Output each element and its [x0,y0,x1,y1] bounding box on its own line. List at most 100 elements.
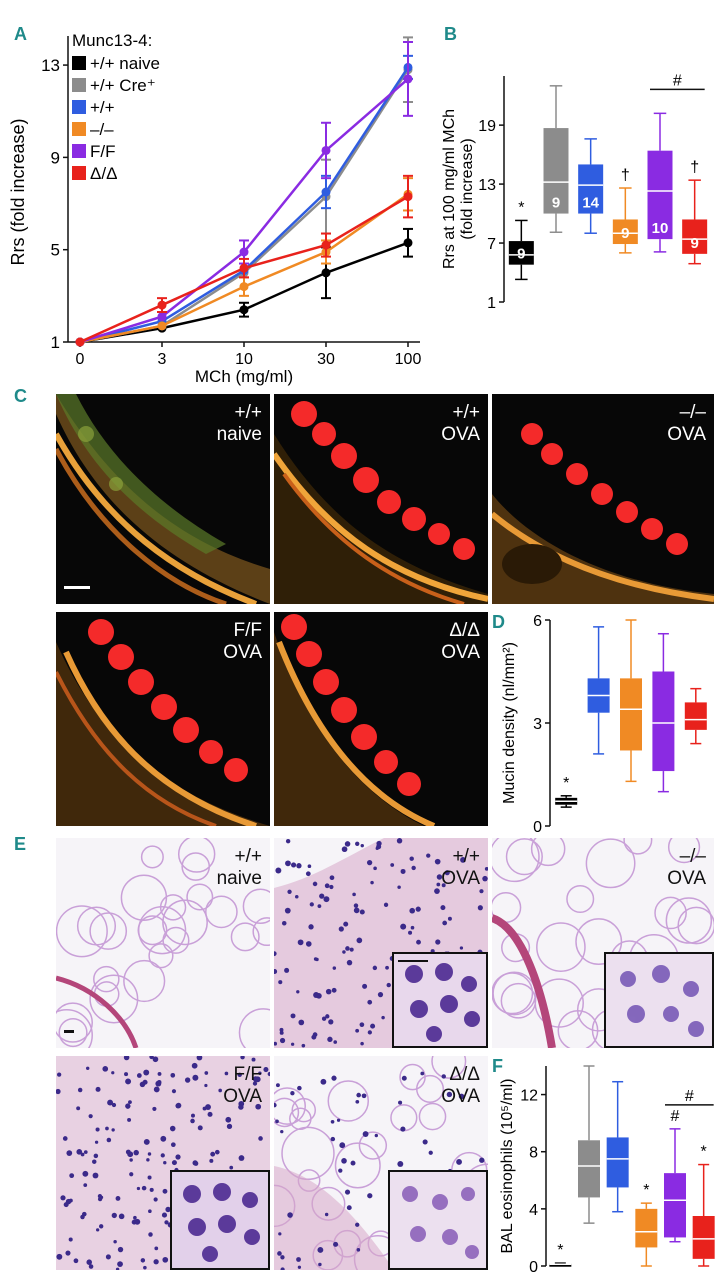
y-tick-label: 12 [520,1088,538,1105]
y-axis-label: Mucin density (nl/mm²) [501,642,518,804]
micrograph-label: +/+ naive [216,402,262,445]
x-tick-label: 0 [76,351,85,368]
box [508,241,534,265]
data-point [157,312,167,322]
data-point [403,238,413,248]
x-tick-label: 3 [158,351,167,368]
significance-mark: # [673,72,682,89]
series-line [79,66,410,344]
significance-mark: # [685,1088,694,1105]
box [664,1173,686,1238]
tissue-image [492,423,714,604]
legend-entry: +/+ Cre⁺ [90,76,156,95]
significance-mark: # [671,1108,680,1125]
y-axis-label: BAL eosinophils (10⁵/ml) [499,1078,516,1253]
micrograph-label: +/+ OVA [441,402,480,445]
x-tick-label: 10 [235,351,253,368]
micrograph-label: F/F OVA [223,620,262,663]
y-tick-label: 0 [533,819,542,836]
tissue-image [274,614,436,826]
chart-d-box-plot: 0 3 6 Mucin density (nl/mm²) * [501,613,707,836]
legend-swatch [72,78,86,92]
tissue-image [492,838,714,1048]
micrograph-c-3: –/– OVA [492,394,714,604]
tissue-image [274,401,488,604]
micrograph-inset [392,952,488,1048]
micrograph-label: Δ/Δ OVA [441,620,480,663]
chart-b-box-plot: 1 7 13 19 Rrs at 100 mg/ml MCh (fold increase… [441,72,708,312]
scale-bar [398,960,428,962]
scale-bar [64,586,90,589]
y-axis-label: Rrs at 100 mg/ml MCh [441,109,458,269]
legend-swatch [72,56,86,70]
micrograph-e-2: +/+ OVA [274,838,488,1048]
box [578,164,604,214]
micrograph-e-1: +/+ naive [56,838,270,1048]
legend-entry: –/– [90,120,114,139]
legend-entry: Δ/Δ [90,164,117,183]
x-axis-label: MCh (mg/ml) [195,367,293,386]
data-point [321,240,331,250]
data-point [239,305,249,315]
data-point [321,187,331,197]
y-tick-label: 7 [487,236,496,253]
data-point [239,247,249,257]
micrograph-inset [388,1170,488,1270]
significance-mark: † [690,159,699,176]
y-tick-label: 3 [533,716,542,733]
box [620,678,642,751]
legend-swatch [72,166,86,180]
micrograph-label: F/F OVA [223,1064,262,1107]
legend-swatch [72,122,86,136]
sample-size-label: 9 [690,235,698,252]
micrograph-e-5: Δ/Δ OVA [274,1056,488,1270]
significance-mark: * [557,1242,563,1259]
box [635,1208,658,1248]
data-point [157,321,167,331]
data-point [321,268,331,278]
legend: Munc13-4: +/+ naive +/+ Cre⁺ +/+ –/– F/F Δ/Δ [72,31,160,183]
data-point [239,282,249,292]
y-tick-label: 9 [51,148,60,167]
micrograph-c-2: +/+ OVA [274,394,488,604]
significance-mark: * [518,199,524,216]
x-tick-label: 100 [395,351,422,368]
y-tick-label: 4 [529,1202,538,1219]
box [684,702,707,730]
box [647,150,673,240]
sample-size-label: 9 [621,225,629,242]
tissue-image [56,619,270,826]
y-tick-label: 1 [487,295,496,312]
box [612,219,638,245]
y-axis-label: Rrs (fold increase) [8,118,28,265]
micrograph-c-5: Δ/Δ OVA [274,612,488,826]
box [692,1216,715,1259]
y-tick-label: 19 [478,118,496,135]
y-tick-label: 6 [533,613,542,630]
legend-title: Munc13-4: [72,31,152,50]
data-point [321,145,331,155]
tissue-image [56,838,270,1048]
significance-mark: * [563,775,569,792]
y-tick-label: 0 [529,1259,538,1276]
micrograph-e-3: –/– OVA [492,838,714,1048]
data-point [75,337,85,347]
y-tick-label: 13 [41,56,60,75]
sample-size-label: 14 [582,195,599,212]
data-point [157,300,167,310]
legend-entry: +/+ naive [90,54,160,73]
box [543,128,569,214]
sample-size-label: 9 [552,195,560,212]
panel-letter-f: F [492,1056,503,1076]
significance-mark: † [621,167,630,184]
micrograph-label: –/– OVA [667,402,706,445]
y-tick-label: 1 [51,333,60,352]
data-point [403,192,413,202]
legend-entry: F/F [90,142,116,161]
legend-swatch [72,144,86,158]
box [652,671,675,772]
box [578,1140,600,1198]
chart-a-line-chart: 1 5 9 13 0 3 10 30 100 MCh (mg/ml) Rrs (fold incre… [8,31,422,386]
micrograph-label: Δ/Δ OVA [441,1064,480,1107]
